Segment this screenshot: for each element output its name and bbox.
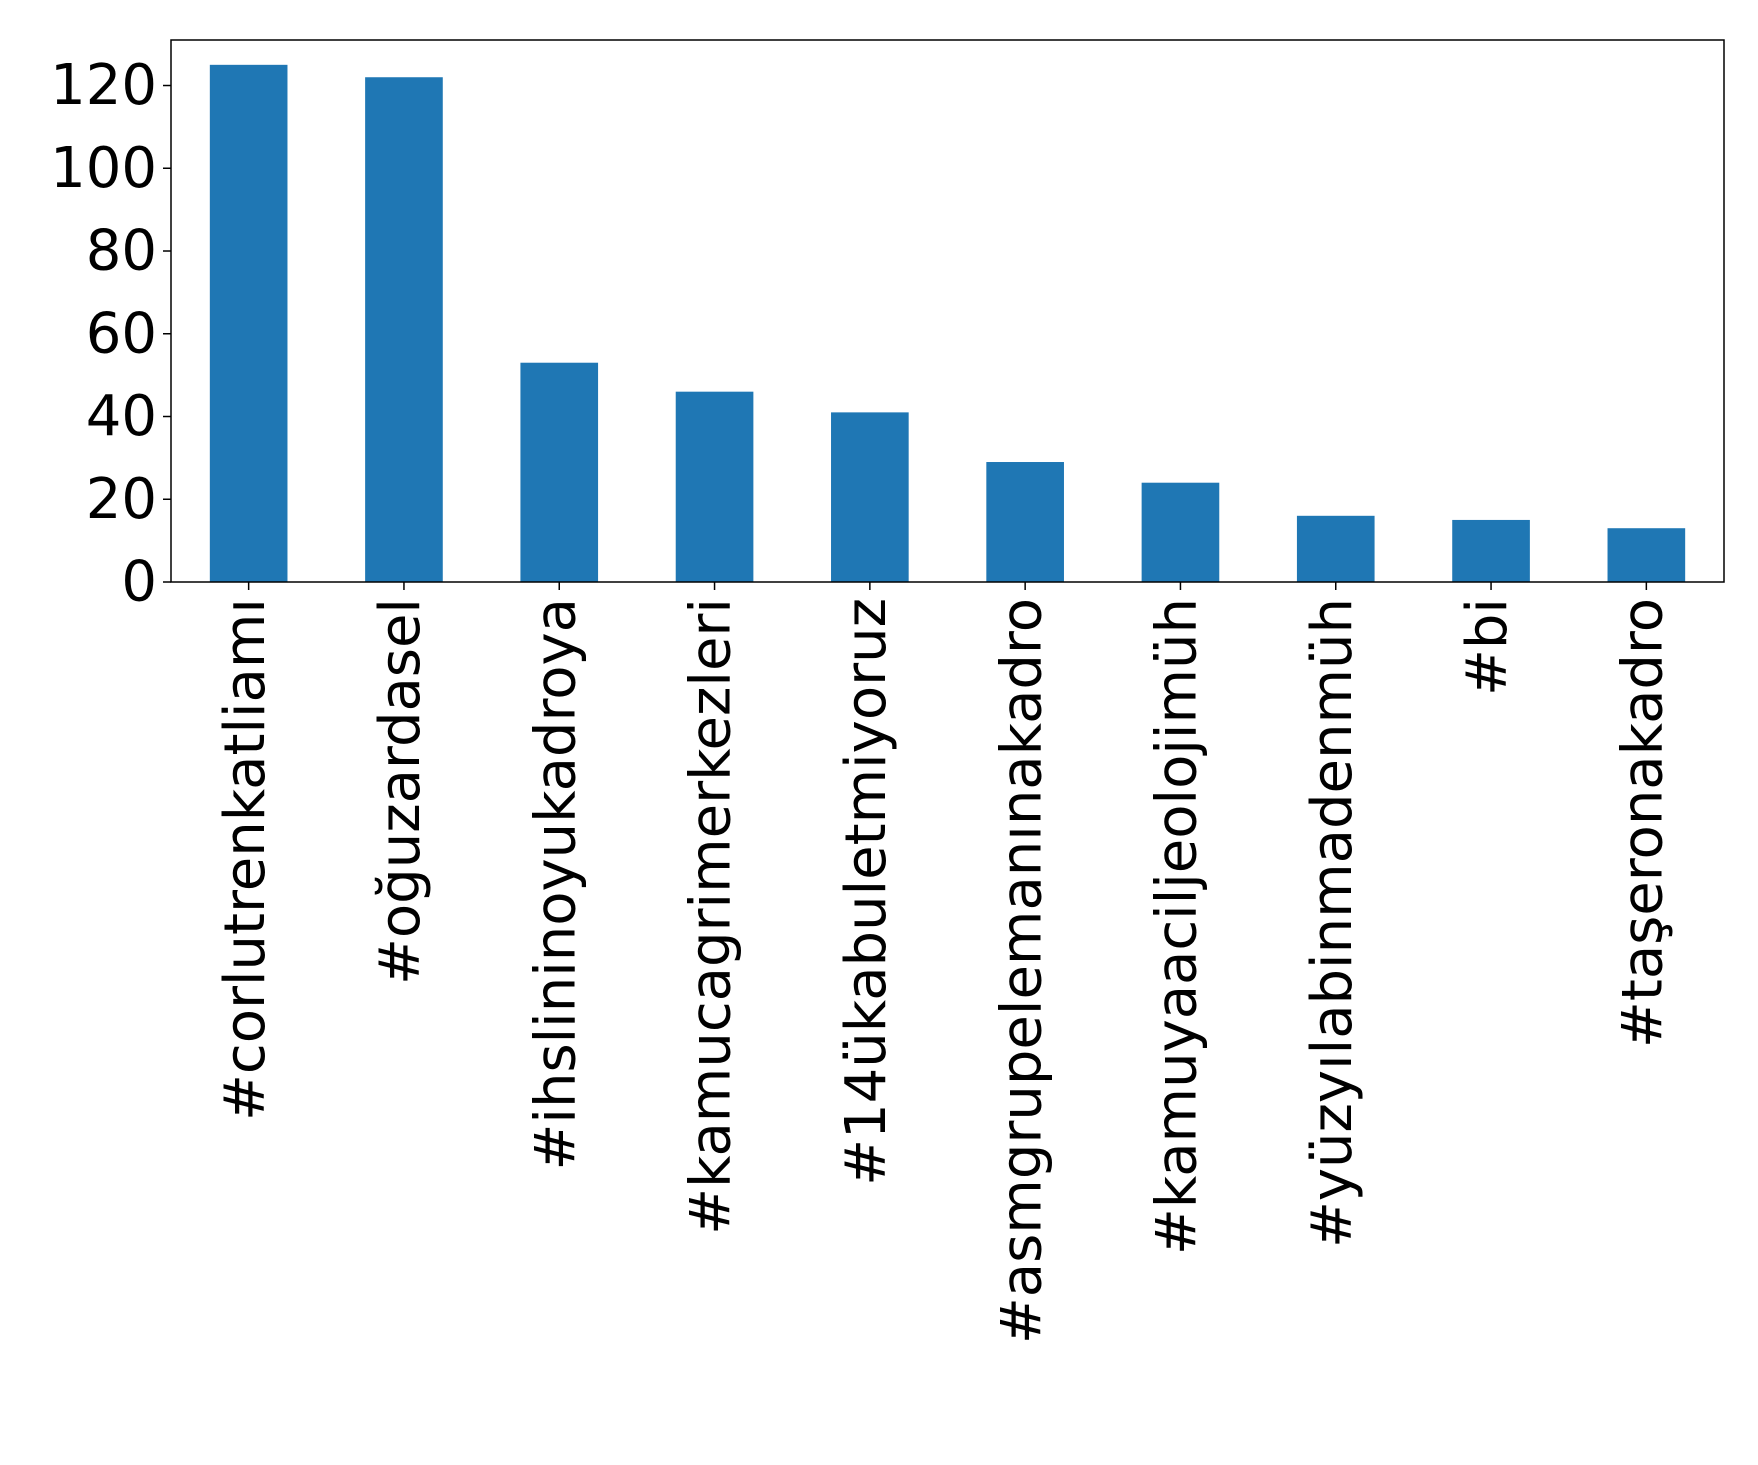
bars-layer [209,64,1686,583]
bar [365,77,443,583]
y-tick-label: 100 [50,136,157,201]
x-tick-label: #kamuyaaciljeolojimüh [1145,598,1210,1255]
bar [1296,515,1375,582]
y-tick-label: 80 [86,219,157,284]
bar [675,391,754,582]
x-tick-label: #corlutrenkatliamı [213,598,278,1121]
y-tick-label: 20 [86,467,157,532]
y-tick-label: 60 [86,301,157,366]
y-tick-label: 0 [121,550,157,615]
y-axis: 0 20 40 60 80 100 120 [50,53,171,615]
x-tick-label: #yüzyılabinmadenmüh [1300,598,1365,1248]
bar [209,64,288,583]
x-tick-label: #bi [1455,598,1520,696]
bar [1607,528,1686,582]
x-tick-label: #kamucagrimerkezleri [679,598,744,1235]
x-tick-label: #oğuzardasel [368,598,433,985]
bar [986,462,1064,582]
bar [1452,519,1530,582]
y-tick-label: 40 [86,384,157,449]
x-tick-label: #14ükabuletmiyoruz [834,598,899,1186]
x-tick-label: #taşeronakadro [1610,598,1675,1048]
x-axis: #corlutrenkatliamı #oğuzardasel #ihslinino… [213,582,1675,1344]
x-tick-label: #asmgrupelemanınakadro [989,598,1054,1344]
bar [831,412,909,582]
plot-frame [170,39,1725,583]
bar [1141,482,1220,582]
bar [520,362,599,582]
y-tick-label: 120 [50,53,157,118]
x-tick-label: #ihslininoyukadroya [523,598,588,1171]
